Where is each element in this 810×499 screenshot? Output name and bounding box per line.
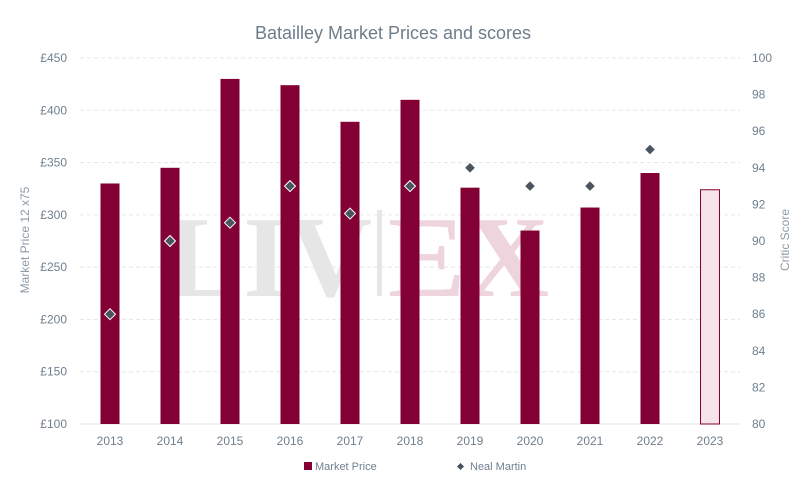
bar-market-price-2014[interactable] <box>160 167 180 425</box>
legend-swatch-neal-martin <box>456 462 465 471</box>
point-neal-martin-2019[interactable] <box>463 161 477 175</box>
x-axis-ticks: 2013 2014 2015 2016 2017 2018 2019 2020 2021 2022… <box>97 434 724 448</box>
bar-market-price-2013[interactable] <box>100 183 120 424</box>
point-neal-martin-2022[interactable] <box>643 143 657 156</box>
point-neal-martin-2013[interactable] <box>103 307 117 321</box>
left-tick-label: £200 <box>40 312 67 326</box>
bar-market-price-2021[interactable] <box>580 207 600 424</box>
right-axis-title: Critic Score <box>778 209 792 271</box>
right-tick-label: 96 <box>752 124 766 138</box>
left-tick-label: £250 <box>40 260 67 274</box>
x-tick-label: 2014 <box>157 434 184 448</box>
point-neal-martin-2017[interactable] <box>343 207 357 220</box>
bar-market-price-2017[interactable] <box>340 121 360 424</box>
left-axis-title: Market Price 12 x75 <box>18 186 32 293</box>
legend-label-market-price[interactable]: Market Price <box>315 461 377 473</box>
point-neal-martin-2021[interactable] <box>583 179 597 193</box>
bar-market-price-2022[interactable] <box>640 173 660 424</box>
right-tick-label: 98 <box>752 88 766 102</box>
legend: Market Price Neal Martin <box>304 461 526 473</box>
right-tick-label: 88 <box>752 271 766 285</box>
watermark-text-left: LIV <box>166 194 372 322</box>
right-tick-label: 84 <box>752 344 766 358</box>
bar-series <box>100 78 720 425</box>
left-tick-label: £400 <box>40 103 67 117</box>
chart-title: Batailley Market Prices and scores <box>255 23 531 43</box>
x-tick-label: 2016 <box>277 434 304 448</box>
x-tick-label: 2022 <box>637 434 664 448</box>
point-neal-martin-2016[interactable] <box>283 179 297 193</box>
legend-label-neal-martin[interactable]: Neal Martin <box>470 461 526 473</box>
x-tick-label: 2018 <box>397 434 424 448</box>
point-neal-martin-2014[interactable] <box>163 234 177 248</box>
right-tick-label: 94 <box>752 161 766 175</box>
bar-market-price-2023[interactable] <box>700 189 720 425</box>
left-tick-label: £450 <box>40 51 67 65</box>
x-tick-label: 2019 <box>457 434 484 448</box>
bar-market-price-2019[interactable] <box>460 187 480 424</box>
legend-swatch-market-price <box>304 462 312 470</box>
right-tick-label: 86 <box>752 307 766 321</box>
x-tick-label: 2023 <box>697 434 724 448</box>
left-tick-label: £150 <box>40 365 67 379</box>
right-tick-label: 82 <box>752 380 766 394</box>
right-tick-label: 92 <box>752 197 766 211</box>
point-neal-martin-2020[interactable] <box>523 179 537 193</box>
bar-market-price-2020[interactable] <box>520 230 540 424</box>
left-tick-label: £300 <box>40 208 67 222</box>
left-tick-label: £350 <box>40 156 67 170</box>
bar-market-price-2016[interactable] <box>280 85 300 424</box>
x-tick-label: 2020 <box>517 434 544 448</box>
left-tick-label: £100 <box>40 417 67 431</box>
point-neal-martin-2015[interactable] <box>223 216 237 229</box>
watermark-divider <box>377 210 382 296</box>
right-tick-label: 100 <box>752 51 772 65</box>
right-tick-label: 80 <box>752 417 766 431</box>
right-axis-ticks: 80 82 84 86 88 90 92 94 96 98 100 <box>752 51 772 431</box>
x-tick-label: 2021 <box>577 434 604 448</box>
bar-market-price-2015[interactable] <box>220 78 240 425</box>
x-tick-label: 2015 <box>217 434 244 448</box>
bar-market-price-2018[interactable] <box>400 99 420 424</box>
scatter-series <box>103 143 657 321</box>
point-neal-martin-2018[interactable] <box>403 179 417 193</box>
right-tick-label: 90 <box>752 234 766 248</box>
left-axis-ticks: £100 £150 £200 £250 £300 £350 £400 £450 <box>40 51 67 431</box>
x-tick-label: 2013 <box>97 434 124 448</box>
x-tick-label: 2017 <box>337 434 364 448</box>
